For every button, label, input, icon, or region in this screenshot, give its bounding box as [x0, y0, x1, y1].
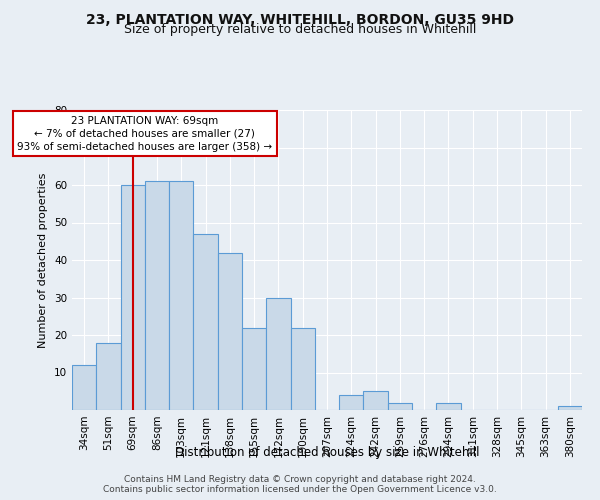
Bar: [145, 181, 169, 410]
Bar: [218, 252, 242, 410]
Bar: [388, 402, 412, 410]
Bar: [339, 395, 364, 410]
Bar: [436, 402, 461, 410]
Bar: [558, 406, 582, 410]
Text: Distribution of detached houses by size in Whitehill: Distribution of detached houses by size …: [175, 446, 479, 459]
Bar: [266, 298, 290, 410]
Text: Size of property relative to detached houses in Whitehill: Size of property relative to detached ho…: [124, 24, 476, 36]
Text: 23, PLANTATION WAY, WHITEHILL, BORDON, GU35 9HD: 23, PLANTATION WAY, WHITEHILL, BORDON, G…: [86, 12, 514, 26]
Bar: [121, 185, 145, 410]
Bar: [169, 181, 193, 410]
Bar: [242, 328, 266, 410]
Bar: [193, 234, 218, 410]
Text: Contains public sector information licensed under the Open Government Licence v3: Contains public sector information licen…: [103, 485, 497, 494]
Bar: [364, 391, 388, 410]
Text: 23 PLANTATION WAY: 69sqm
← 7% of detached houses are smaller (27)
93% of semi-de: 23 PLANTATION WAY: 69sqm ← 7% of detache…: [17, 116, 272, 152]
Y-axis label: Number of detached properties: Number of detached properties: [38, 172, 49, 348]
Bar: [96, 342, 121, 410]
Bar: [72, 365, 96, 410]
Bar: [290, 328, 315, 410]
Text: Contains HM Land Registry data © Crown copyright and database right 2024.: Contains HM Land Registry data © Crown c…: [124, 475, 476, 484]
